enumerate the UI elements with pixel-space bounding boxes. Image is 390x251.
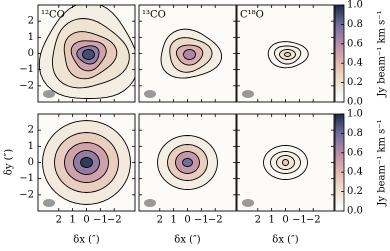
x-tick-label: −2 [208,215,223,226]
beam [242,199,254,207]
x-tick-label: 0 [184,215,190,226]
panel: 2 1 0 −1 −2 δx (″) [138,113,237,246]
colorbar [334,4,345,103]
panel: C¹⁸O [236,4,335,103]
image [237,114,334,211]
y-tick-label: −1 [19,64,34,75]
beam [144,199,156,207]
image [237,5,334,102]
x-axis-label: δx (″) [272,235,298,246]
x-tick-label: −1 [93,215,108,226]
panel-label: ¹²CO [41,10,65,21]
x-tick-label: 0 [83,215,89,226]
colorbar-tick-label: 0.8 [347,128,363,139]
panel-label: C¹⁸O [240,10,264,21]
contour [82,49,95,60]
x-tick-label: −2 [107,215,122,226]
beam [144,90,156,98]
contour [183,49,196,60]
panel: −2 −1 0 1 2 ¹²CO [19,4,136,103]
x-axis-label: δx (″) [73,235,99,246]
image [139,114,236,211]
x-tick-label: 1 [268,215,274,226]
y-tick-label: 2 [28,16,34,27]
y-tick-label: 1 [28,32,34,43]
colorbar-tick-label: 0.2 [347,186,363,197]
y-tick-label: 1 [28,141,34,152]
colorbar-tick-label: 0.4 [347,167,363,178]
x-tick-label: 2 [157,215,163,226]
x-tick-label: −1 [194,215,209,226]
panel: 2 1 0 −1 −2 δx (″) [236,113,335,246]
panel: ¹³CO [138,4,237,103]
colorbar-tick-label: 0.8 [347,19,363,30]
colorbar [334,113,345,212]
y-tick-label: −1 [19,173,34,184]
y-axis-label: δy (″) [4,149,15,175]
y-tick-label: 0 [28,48,34,59]
x-axis-label: δx (″) [174,235,200,246]
beam [242,90,254,98]
y-tick-label: 2 [28,125,34,136]
x-tick-label: 2 [255,215,261,226]
colorbar-tick-label: 1.0 [347,0,363,11]
contour [284,52,291,57]
x-tick-label: 1 [69,215,75,226]
beam [43,90,55,98]
colorbar-label: Jy beam⁻¹ km s⁻¹ [377,10,388,97]
image [38,5,135,102]
colorbar-tick-label: 0.0 [347,97,363,108]
contour [80,157,93,168]
colorbar-tick-label: 0.2 [347,77,363,88]
beam [43,199,55,207]
x-tick-label: 0 [282,215,288,226]
colorbar-tick-label: 0.4 [347,58,363,69]
contour [282,159,289,166]
contour [182,158,193,167]
y-tick-label: 0 [28,157,34,168]
panel-label: ¹³CO [142,10,166,21]
y-tick-label: −2 [19,189,34,200]
colorbar-label: Jy beam⁻¹ km s⁻¹ [377,119,388,206]
x-tick-label: 1 [170,215,176,226]
x-tick-label: −2 [306,215,321,226]
x-tick-label: −1 [292,215,307,226]
colorbar-tick-label: 1.0 [347,109,363,120]
colorbar-tick-label: 0.6 [347,147,363,158]
colorbar-tick-label: 0.0 [347,206,363,217]
x-tick-label: 2 [56,215,62,226]
y-tick-label: −2 [19,80,34,91]
colorbar-tick-label: 0.6 [347,38,363,49]
image [38,114,135,211]
image [139,5,236,102]
